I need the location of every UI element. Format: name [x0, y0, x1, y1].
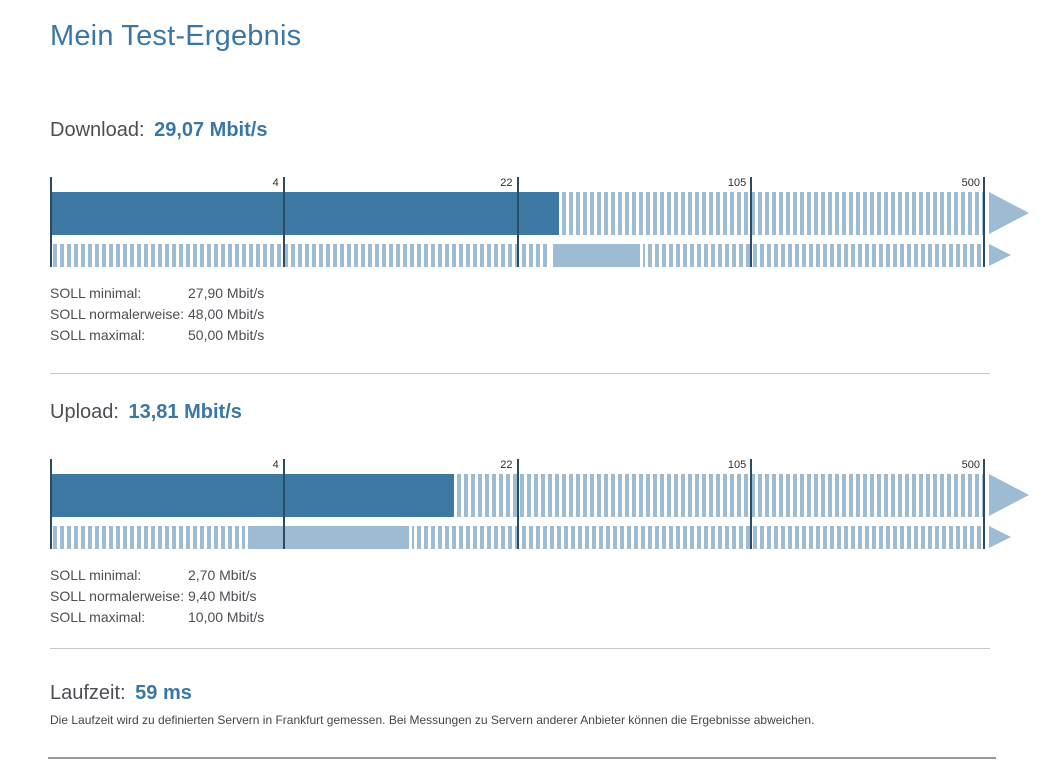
soll-normal-value: 48,00 Mbit/s [188, 306, 265, 322]
upload-label: Upload: [50, 401, 119, 423]
soll-maximal-value: 50,00 Mbit/s [188, 327, 265, 343]
scale-continues-arrow-large [989, 474, 1029, 516]
soll-minimal-value: 2,70 Mbit/s [188, 567, 257, 583]
soll-normal-label: SOLL normalerweise: [50, 306, 185, 322]
soll-minimal-row: SOLL minimal: 27,90 Mbit/s [50, 283, 264, 304]
tick-line [516, 177, 519, 267]
tick-line [282, 459, 285, 549]
soll-normal-label: SOLL normalerweise: [50, 588, 185, 604]
soll-maximal-label: SOLL maximal: [50, 609, 146, 625]
axis-start-line [50, 177, 52, 267]
section-divider [50, 373, 990, 374]
upload-soll-table: SOLL minimal: 2,70 Mbit/s SOLL normalerw… [50, 565, 264, 628]
measured-bar-row [50, 192, 985, 235]
download-soll-table: SOLL minimal: 27,90 Mbit/s SOLL normaler… [50, 283, 264, 346]
download-label: Download: [50, 119, 145, 141]
scale-continues-arrow-small [989, 244, 1011, 266]
upload-heading: Upload: 13,81 Mbit/s [50, 401, 242, 424]
upload-value: 13,81 Mbit/s [128, 401, 242, 423]
soll-maximal-label: SOLL maximal: [50, 327, 146, 343]
measured-bar-row [50, 474, 985, 517]
latency-value: 59 ms [135, 682, 192, 704]
scale-stripes [562, 192, 985, 235]
bottom-rule [48, 757, 996, 759]
soll-minimal-value: 27,90 Mbit/s [188, 285, 265, 301]
soll-maximal-row: SOLL maximal: 50,00 Mbit/s [50, 325, 264, 346]
measured-bar [50, 474, 454, 517]
section-divider [50, 648, 990, 649]
page-title: Mein Test-Ergebnis [50, 20, 302, 52]
tick-layer: 4 22 105 500 [50, 177, 985, 267]
tick-line [282, 177, 285, 267]
download-value: 29,07 Mbit/s [154, 119, 268, 141]
scale-stripes [456, 474, 985, 517]
soll-minimal-label: SOLL minimal: [50, 285, 142, 301]
soll-normal-value: 9,40 Mbit/s [188, 588, 257, 604]
latency-footnote: Die Laufzeit wird zu definierten Servern… [50, 713, 815, 727]
latency-label: Laufzeit: [50, 682, 126, 704]
latency-heading: Laufzeit: 59 ms [50, 682, 192, 705]
soll-minimal-row: SOLL minimal: 2,70 Mbit/s [50, 565, 264, 586]
soll-minimal-label: SOLL minimal: [50, 567, 142, 583]
axis-start-line [50, 459, 52, 549]
tick-line [750, 177, 753, 267]
tick-line [983, 177, 985, 267]
soll-maximal-value: 10,00 Mbit/s [188, 609, 265, 625]
soll-range-band [245, 526, 413, 549]
measured-bar [50, 192, 560, 235]
soll-normal-row: SOLL normalerweise: 48,00 Mbit/s [50, 304, 264, 325]
tick-line [983, 459, 985, 549]
tick-line [516, 459, 519, 549]
scale-continues-arrow-small [989, 526, 1011, 548]
scale-continues-arrow-large [989, 192, 1029, 234]
tick-layer: 4 22 105 500 [50, 459, 985, 549]
tick-line [750, 459, 753, 549]
soll-range-band [550, 244, 644, 267]
upload-chart: 4 22 105 500 [50, 459, 1029, 549]
soll-normal-row: SOLL normalerweise: 9,40 Mbit/s [50, 586, 264, 607]
download-heading: Download: 29,07 Mbit/s [50, 119, 267, 142]
download-chart: 4 22 105 500 [50, 177, 1029, 267]
soll-maximal-row: SOLL maximal: 10,00 Mbit/s [50, 607, 264, 628]
